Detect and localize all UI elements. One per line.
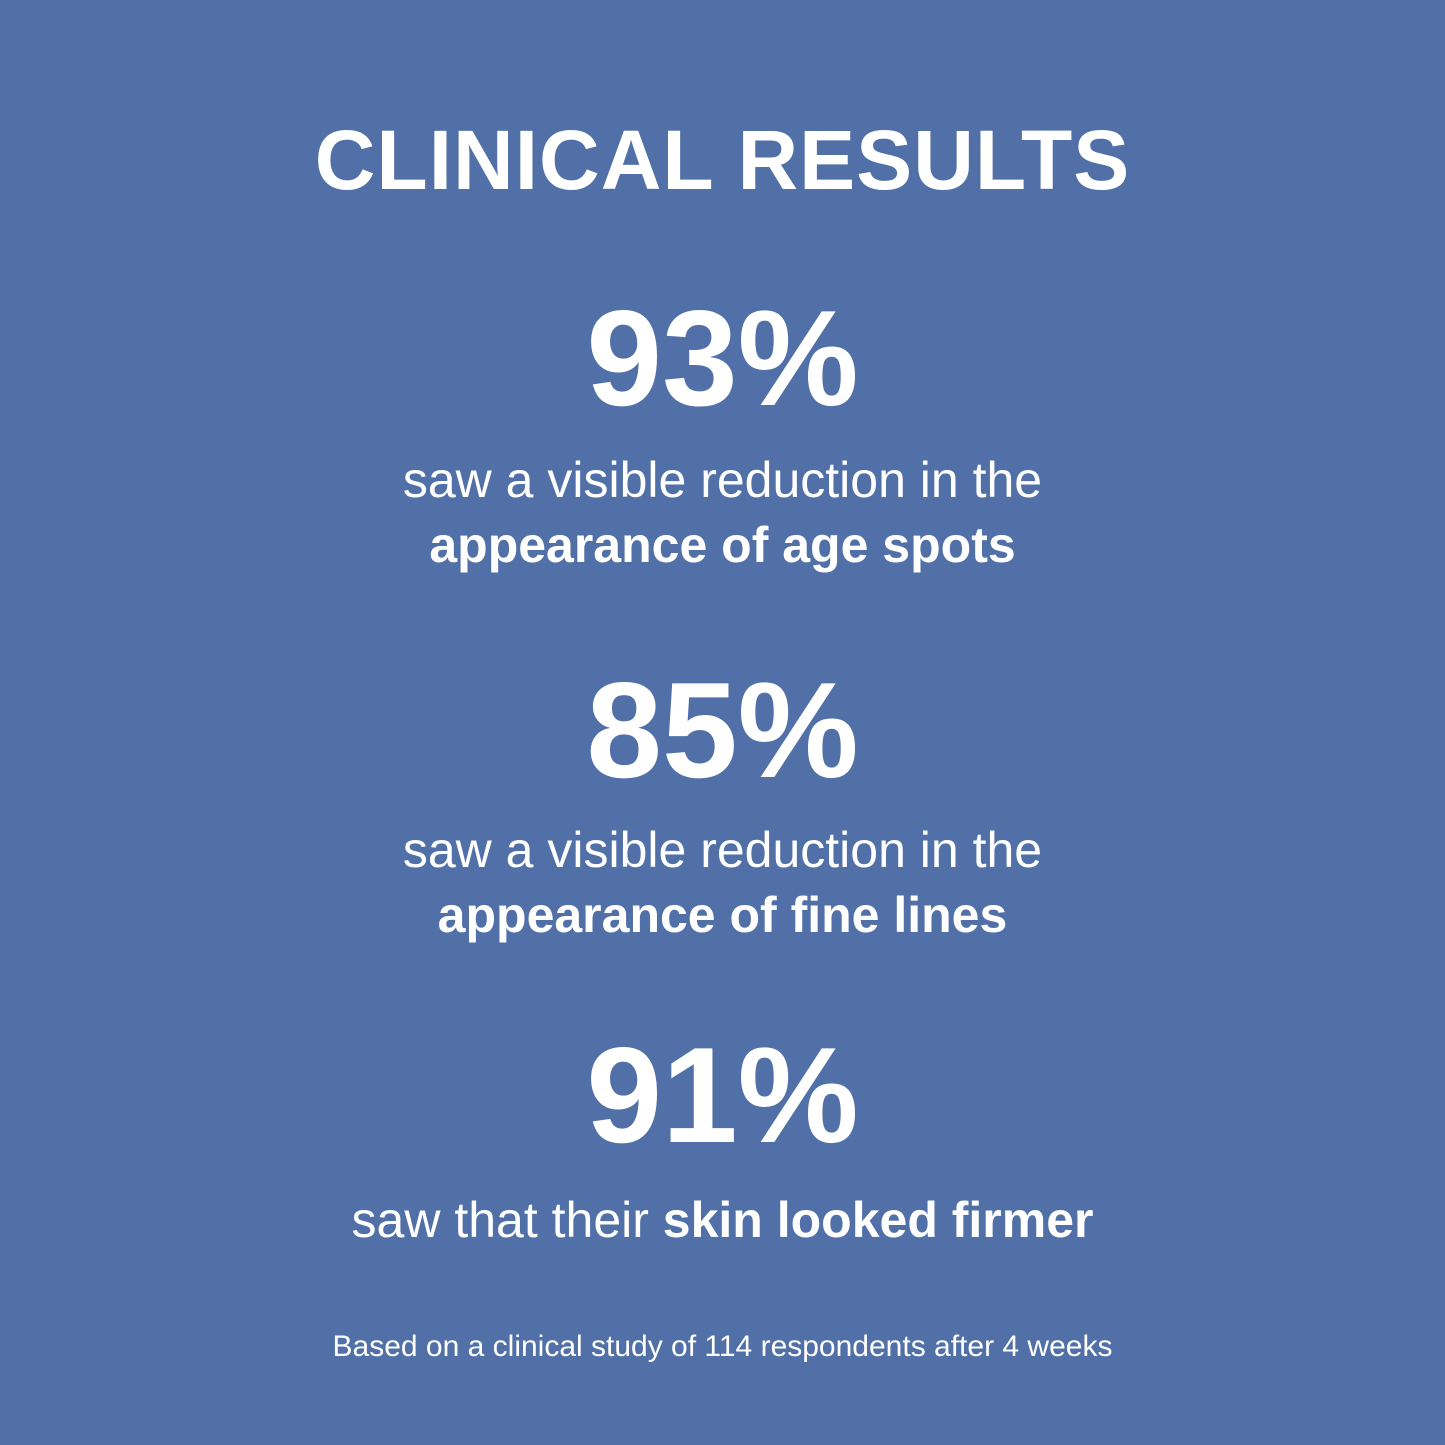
- stat-description-bold: appearance of fine lines: [437, 887, 1008, 943]
- stat-value: 91%: [586, 1019, 859, 1171]
- page-title: CLINICAL RESULTS: [314, 113, 1131, 207]
- stat-description: saw a visible reduction in the: [402, 822, 1043, 878]
- stat-description: saw that their skin looked firmer: [0, 1190, 1445, 1250]
- stat-description: saw a visible reduction in the: [402, 452, 1043, 508]
- stat-value: 85%: [586, 654, 859, 806]
- footnote: Based on a clinical study of 114 respond…: [332, 1330, 1113, 1363]
- stat-value: 93%: [586, 282, 859, 434]
- stat-description-bold: skin looked firmer: [662, 1192, 1094, 1248]
- stat-description-bold: appearance of age spots: [429, 517, 1016, 573]
- stat-description-regular: saw that their: [351, 1192, 663, 1248]
